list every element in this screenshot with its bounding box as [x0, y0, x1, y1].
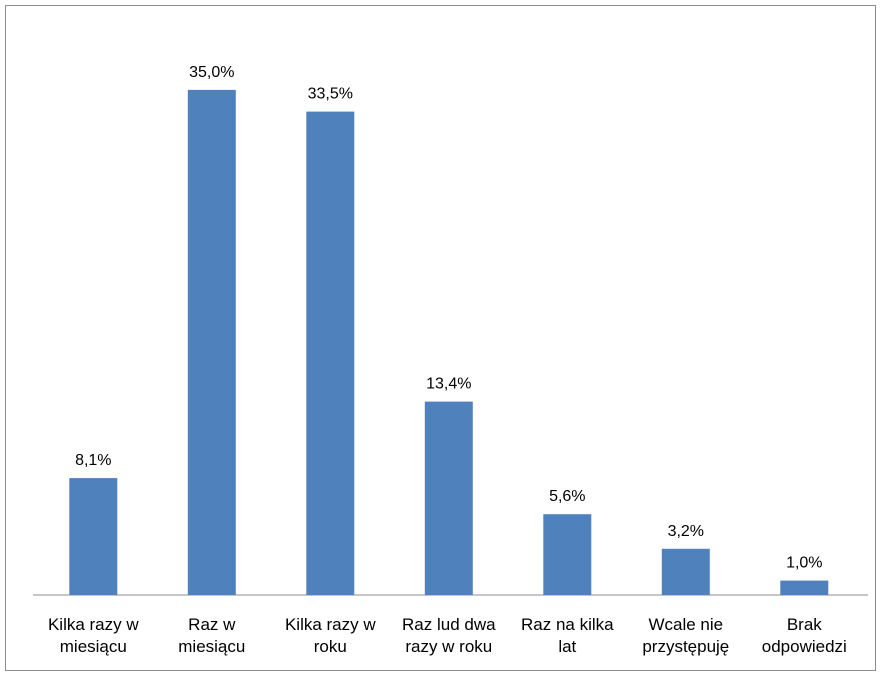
- category-label-line: Kilka razy w: [284, 615, 376, 634]
- category-label: Raz na kilka lat: [509, 614, 625, 658]
- category-label-line: przystępuję: [642, 637, 730, 656]
- category-label-line: Raz lud dwa: [402, 615, 496, 634]
- category-label-line: roku: [313, 637, 347, 656]
- data-label: 8,1%: [75, 452, 111, 469]
- category-label-line: Raz w: [188, 615, 236, 634]
- data-label: 1,0%: [786, 555, 822, 572]
- category-label: Kilka razy w miesiącu: [35, 614, 151, 658]
- category-label: Brak odpowiedzi: [746, 614, 862, 658]
- category-label-line: lat: [558, 637, 577, 656]
- bar: [661, 548, 710, 595]
- category-label: Raz lud dwa razy w roku: [391, 614, 507, 658]
- data-label: 33,5%: [308, 86, 353, 103]
- category-label: Kilka razy w roku: [272, 614, 388, 658]
- category-label-line: Brak: [786, 615, 822, 634]
- data-label: 13,4%: [426, 376, 471, 393]
- bar: [780, 580, 829, 595]
- data-label: 3,2%: [668, 523, 704, 540]
- chart-frame: 8,1% 35,0% 33,5% 13,4% 5,6% 3,2% 1,0% Kilka ra…: [5, 5, 876, 671]
- data-label: 35,0%: [189, 64, 234, 81]
- category-label-line: razy w roku: [405, 637, 493, 656]
- bar: [306, 111, 355, 595]
- category-label: Wcale nie przystępuję: [628, 614, 744, 658]
- bar: [69, 478, 118, 595]
- bar: [187, 89, 236, 596]
- category-label-line: miesiącu: [59, 637, 127, 656]
- category-label: Raz w miesiącu: [154, 614, 270, 658]
- bar: [543, 514, 592, 595]
- category-label-line: odpowiedzi: [761, 637, 847, 656]
- bar: [424, 401, 473, 595]
- category-label-line: Kilka razy w: [47, 615, 139, 634]
- category-label-line: Wcale nie: [648, 615, 724, 634]
- category-label-line: Raz na kilka: [520, 615, 614, 634]
- category-label-line: miesiącu: [178, 637, 246, 656]
- data-label: 5,6%: [549, 488, 585, 505]
- bar-chart: 8,1% 35,0% 33,5% 13,4% 5,6% 3,2% 1,0%: [33, 64, 868, 596]
